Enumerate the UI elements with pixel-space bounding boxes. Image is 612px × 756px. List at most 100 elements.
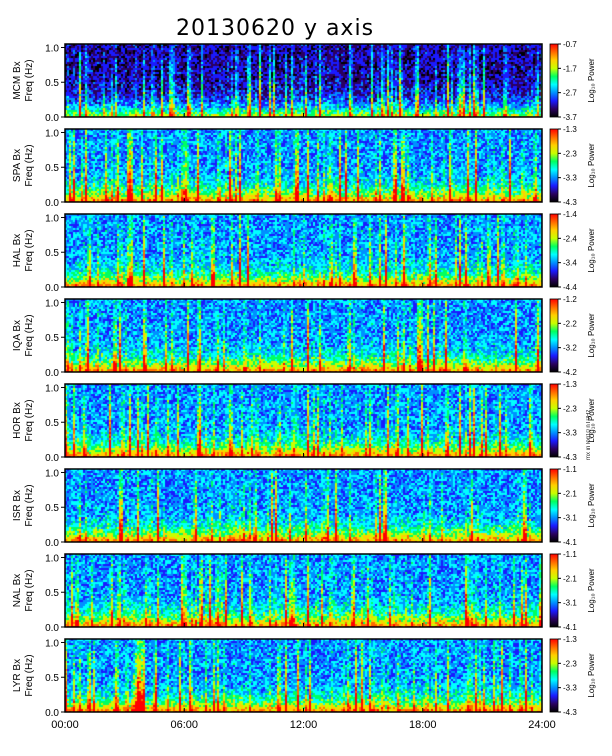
y-tick-label: 1.0 <box>45 638 59 649</box>
station-label: HAL Bx <box>12 234 23 268</box>
y-tick-label: 1.0 <box>45 383 59 394</box>
y-axis-label: Freq (Hz) <box>24 144 35 186</box>
colorbar-tick-label: -2.3 <box>563 404 577 413</box>
spectrogram-panel: 0.0 0.5 1.0 HOR Bx Freq (Hz) -1.3 -2.3 -3.3 -4.3… <box>12 380 596 464</box>
colorbar-label: Log₁₀ Power <box>587 143 596 188</box>
colorbar-tick-label: -2.4 <box>563 234 577 243</box>
colorbar-tick-label: -4.2 <box>563 368 577 377</box>
y-tick-label: 0.0 <box>45 368 59 379</box>
spectrogram-panel: 0.0 0.5 1.0 MCM Bx Freq (Hz) -0.7 -1.7 -2.7 -3.7… <box>12 40 596 124</box>
y-axis-label: Freq (Hz) <box>24 654 35 696</box>
colorbar-tick-label: -4.3 <box>563 708 577 717</box>
colorbar-tick-label: -2.7 <box>563 89 577 98</box>
spectrogram-panel: 0.0 0.5 1.0 ISR Bx Freq (Hz) -1.1 -2.1 -3.1 -4.1… <box>12 465 596 549</box>
y-tick-label: 0.5 <box>45 333 59 344</box>
colorbar-tick-label: -3.1 <box>563 514 577 523</box>
x-tick-label: 00:00 <box>51 719 79 731</box>
y-tick-label: 1.0 <box>45 468 59 479</box>
colorbar-tick-label: -2.3 <box>563 659 577 668</box>
y-axis-label: Freq (Hz) <box>24 229 35 271</box>
station-label: IQA Bx <box>12 320 23 351</box>
y-tick-label: 1.0 <box>45 128 59 139</box>
y-axis-label: Freq (Hz) <box>24 399 35 441</box>
x-tick-label: 06:00 <box>170 719 198 731</box>
figure-title: 20130620 y axis <box>175 16 375 41</box>
station-label: HOR Bx <box>12 402 23 439</box>
colorbar-tick-label: -0.7 <box>563 40 577 49</box>
y-tick-label: 1.0 <box>45 43 59 54</box>
y-tick-label: 0.5 <box>45 503 59 514</box>
y-tick-label: 0.0 <box>45 113 59 124</box>
y-tick-label: 0.0 <box>45 198 59 209</box>
y-tick-label: 1.0 <box>45 298 59 309</box>
spectrogram-image <box>65 299 542 372</box>
colorbar-label: Log₁₀ Power <box>587 228 596 273</box>
x-tick-label: 18:00 <box>409 719 437 731</box>
colorbar-tick-label: -2.2 <box>563 319 577 328</box>
colorbar-tick-label: -1.2 <box>563 295 577 304</box>
colorbar-tick-label: -1.3 <box>563 635 577 644</box>
colorbar-tick-label: -4.1 <box>563 538 577 547</box>
spectrogram-panel: 0.0 0.5 1.0 SPA Bx Freq (Hz) -1.3 -2.3 -3.3 -4.3… <box>12 125 596 209</box>
colorbar <box>549 43 559 118</box>
colorbar-label: Log₁₀ Power <box>587 568 596 613</box>
spectrogram-image <box>65 384 542 457</box>
y-axis-label: Freq (Hz) <box>24 569 35 611</box>
colorbar-tick-label: -3.3 <box>563 174 577 183</box>
station-label: MCM Bx <box>12 61 23 99</box>
station-label: ISR Bx <box>12 490 23 521</box>
colorbar-label: Log₁₀ Power <box>587 58 596 103</box>
colorbar-units-note: mx in log10 nT²/Hz <box>586 409 592 460</box>
colorbar-tick-label: -1.3 <box>563 125 577 134</box>
spectrogram-image <box>65 44 542 117</box>
spectrogram-panel: 0.0 0.5 1.0 LYR Bx Freq (Hz) -1.3 -2.3 -3.3 -4.3… <box>12 635 596 719</box>
colorbar-label: Log₁₀ Power <box>587 483 596 528</box>
y-axis-label: Freq (Hz) <box>24 59 35 101</box>
spectrogram-image <box>65 554 542 627</box>
spectrogram-panel: 0.0 0.5 1.0 HAL Bx Freq (Hz) -1.4 -2.4 -3.4 -4.4… <box>12 210 596 294</box>
colorbar-tick-label: -1.1 <box>563 465 577 474</box>
y-tick-label: 0.5 <box>45 673 59 684</box>
y-tick-label: 0.0 <box>45 538 59 549</box>
spectrogram-image <box>65 129 542 202</box>
colorbar-label: Log₁₀ Power <box>587 313 596 358</box>
colorbar <box>549 383 559 458</box>
y-tick-label: 0.5 <box>45 163 59 174</box>
y-tick-label: 0.0 <box>45 453 59 464</box>
station-label: SPA Bx <box>12 149 23 182</box>
spectrogram-image <box>65 639 542 712</box>
colorbar <box>549 468 559 543</box>
colorbar-tick-label: -1.4 <box>563 210 577 219</box>
colorbar-tick-label: -2.1 <box>563 574 577 583</box>
y-axis-label: Freq (Hz) <box>24 484 35 526</box>
spectrogram-image <box>65 469 542 542</box>
colorbar-label: Log₁₀ Power <box>587 398 596 443</box>
spectrogram-panel: 0.0 0.5 1.0 NAL Bx Freq (Hz) -1.1 -2.1 -3.1 -4.1… <box>12 550 596 634</box>
colorbar-tick-label: -1.3 <box>563 380 577 389</box>
x-tick-label: 12:00 <box>290 719 318 731</box>
colorbar <box>549 298 559 373</box>
colorbar-tick-label: -4.3 <box>563 453 577 462</box>
colorbar <box>549 553 559 628</box>
colorbar <box>549 213 559 288</box>
colorbar-tick-label: -3.1 <box>563 599 577 608</box>
y-tick-label: 0.5 <box>45 588 59 599</box>
colorbar-tick-label: -3.4 <box>563 259 577 268</box>
station-label: NAL Bx <box>12 574 23 608</box>
station-label: LYR Bx <box>12 659 23 692</box>
colorbar-tick-label: -3.2 <box>563 344 577 353</box>
colorbar-label: Log₁₀ Power <box>587 653 596 698</box>
colorbar-tick-label: -4.4 <box>563 283 577 292</box>
y-tick-label: 1.0 <box>45 213 59 224</box>
y-axis-label: Freq (Hz) <box>24 314 35 356</box>
colorbar-tick-label: -3.3 <box>563 429 577 438</box>
colorbar-tick-label: -1.7 <box>563 64 577 73</box>
colorbar-tick-label: -4.3 <box>563 198 577 207</box>
y-tick-label: 1.0 <box>45 553 59 564</box>
y-tick-label: 0.0 <box>45 283 59 294</box>
spectrogram-panel: 0.0 0.5 1.0 IQA Bx Freq (Hz) -1.2 -2.2 -3.2 -4.2… <box>12 295 596 379</box>
colorbar <box>549 638 559 713</box>
spectrogram-image <box>65 214 542 287</box>
